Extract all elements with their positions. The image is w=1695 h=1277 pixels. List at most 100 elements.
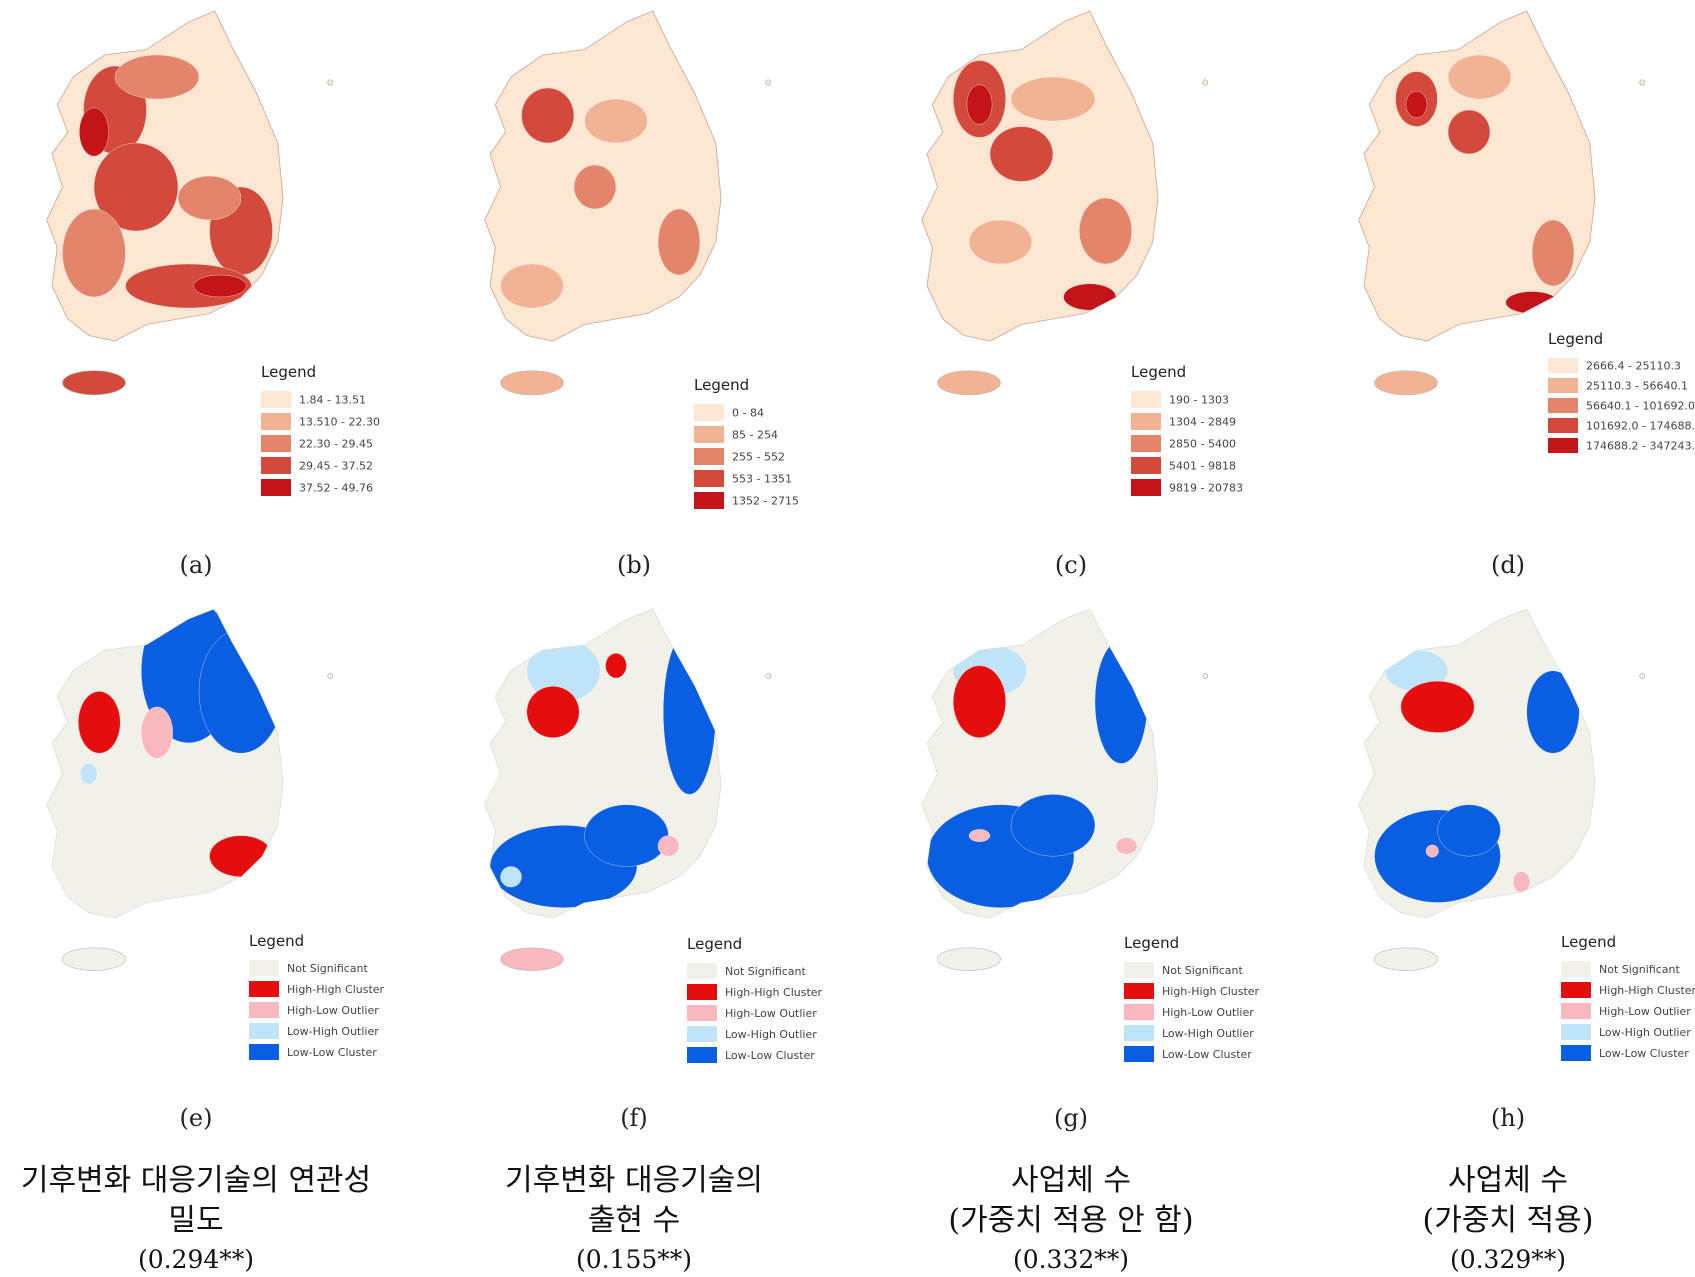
region: [657, 835, 680, 857]
caption-line: 밀도: [168, 1203, 223, 1238]
region: [953, 665, 1006, 738]
legend-swatch: [687, 1047, 717, 1063]
legend-title: Legend: [1131, 363, 1186, 381]
legend-swatch: [687, 963, 717, 979]
legend-swatch: [1561, 1003, 1591, 1019]
legend-label: High-Low Outlier: [725, 1007, 817, 1020]
legend-label: Not Significant: [287, 962, 369, 975]
legend-label: Low-High Outlier: [1162, 1027, 1254, 1040]
map-panel: Legend Not Significant High-High Cluster Hi…: [921, 608, 1260, 1132]
legend-label: 9819 - 20783: [1169, 482, 1243, 495]
ulleung: [1202, 79, 1209, 86]
region: [1447, 54, 1512, 100]
caption-line: (가중치 적용 안 함): [948, 1203, 1193, 1238]
ulleung: [1639, 79, 1646, 86]
map: [484, 608, 772, 971]
jeju: [500, 370, 564, 396]
legend-label: 1304 - 2849: [1169, 416, 1236, 429]
caption-line: 출현 수: [588, 1203, 680, 1238]
legend-label: 2850 - 5400: [1169, 438, 1236, 451]
legend-title: Legend: [261, 363, 316, 381]
legend-label: 255 - 552: [732, 451, 785, 464]
region: [198, 629, 283, 754]
legend-swatch: [249, 981, 279, 997]
region: [1505, 291, 1559, 314]
caption-line: 사업체 수: [1448, 1163, 1568, 1198]
legend-label: High-High Cluster: [1599, 984, 1695, 997]
caption-line: 사업체 수: [1011, 1163, 1131, 1198]
legend-swatch: [1124, 1025, 1154, 1041]
region: [968, 829, 991, 842]
legend-swatch: [261, 457, 291, 474]
legend-label: High-Low Outlier: [287, 1004, 379, 1017]
jeju: [1374, 370, 1438, 396]
legend-label: High-High Cluster: [725, 986, 823, 999]
ulleung: [1639, 673, 1646, 679]
ulleung: [1202, 673, 1209, 679]
region: [1447, 109, 1491, 155]
legend-label: Low-High Outlier: [725, 1028, 817, 1041]
region: [657, 208, 701, 276]
jeju: [937, 370, 1001, 396]
region: [989, 126, 1054, 182]
legend-swatch: [1124, 983, 1154, 999]
caption-line: 기후변화 대응기술의: [505, 1163, 763, 1198]
map: [1358, 10, 1646, 396]
legend-label: 56640.1 - 101692.0: [1586, 400, 1695, 413]
panel-label: (e): [180, 1104, 213, 1132]
legend-label: 22.30 - 29.45: [299, 438, 373, 451]
regions: [953, 60, 1132, 311]
map: [484, 10, 772, 396]
region: [500, 263, 564, 309]
legend-swatch: [249, 960, 279, 976]
panel-label: (g): [1054, 1104, 1088, 1132]
legend-swatch: [1548, 398, 1578, 413]
caption-line: (가중치 적용): [1423, 1203, 1594, 1238]
legend-label: 553 - 1351: [732, 473, 792, 486]
region: [584, 98, 648, 144]
legend-label: Low-Low Cluster: [1162, 1048, 1252, 1061]
region: [1063, 283, 1117, 311]
map: [1358, 608, 1646, 971]
region: [663, 629, 716, 795]
region: [1526, 670, 1580, 754]
map-panel: Legend 1.84 - 13.51 13.510 - 22.30 22.30 - …: [46, 10, 380, 579]
ulleung: [327, 79, 334, 86]
region: [141, 706, 173, 759]
legend-swatch: [1548, 378, 1578, 393]
legend-swatch: [1561, 1045, 1591, 1061]
legend-swatch: [261, 435, 291, 452]
ulleung: [765, 79, 772, 86]
legend-label: High-Low Outlier: [1599, 1005, 1691, 1018]
legend-swatch: [1548, 418, 1578, 433]
map: [921, 608, 1209, 971]
map-panel: Legend 0 - 84 85 - 254 255 - 552 553 - 1351 1…: [484, 10, 799, 579]
region: [78, 691, 121, 754]
region: [1010, 794, 1096, 857]
legend-label: Low-High Outlier: [1599, 1026, 1691, 1039]
legend-swatch: [249, 1044, 279, 1060]
legend-swatch: [687, 984, 717, 1000]
region: [1010, 76, 1096, 122]
region: [93, 142, 179, 232]
legend-title: Legend: [249, 932, 304, 950]
panel-label: (f): [620, 1104, 648, 1132]
legend-label: 1.84 - 13.51: [299, 394, 366, 407]
legend-swatch: [1131, 413, 1161, 430]
legend-label: 174688.2 - 347243.2: [1586, 440, 1695, 453]
legend-swatch: [694, 492, 724, 509]
region: [966, 84, 993, 125]
region: [1531, 219, 1575, 287]
legend-label: Low-Low Cluster: [1599, 1047, 1689, 1060]
region: [605, 653, 627, 679]
legend-swatch: [261, 413, 291, 430]
legend-label: Low-Low Cluster: [725, 1049, 815, 1062]
regions: [489, 629, 716, 908]
legend-swatch: [694, 426, 724, 443]
legend-swatch: [687, 1005, 717, 1021]
legend-swatch: [261, 391, 291, 408]
jeju: [937, 947, 1001, 971]
caption-stat: (0.332**): [1013, 1245, 1129, 1274]
legend-swatch: [249, 1002, 279, 1018]
legend-swatch: [1124, 962, 1154, 978]
